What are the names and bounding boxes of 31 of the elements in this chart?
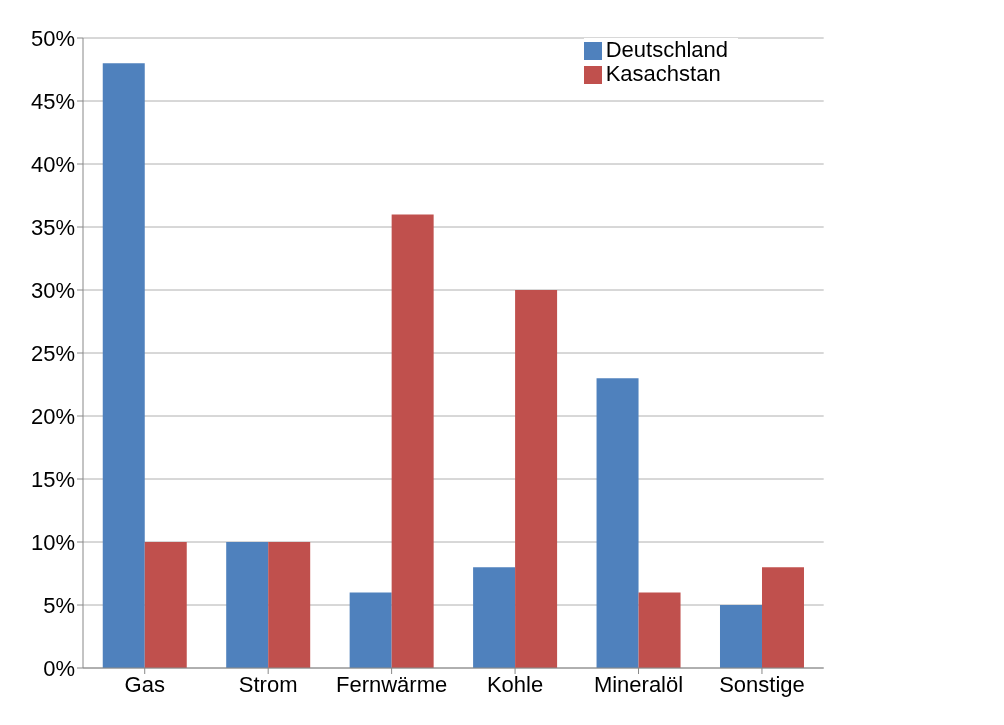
y-tick-label: 50% <box>30 25 75 51</box>
y-tick-label: 20% <box>30 403 75 429</box>
y-tick-label: 10% <box>30 529 75 555</box>
bar <box>349 592 392 668</box>
y-tick-label: 25% <box>30 340 75 366</box>
y-tick-label: 5% <box>43 592 75 618</box>
legend-label: Kasachstan <box>605 61 721 86</box>
y-tick-label: 0% <box>43 655 75 681</box>
y-tick-label: 15% <box>30 466 75 492</box>
x-tick-label: Kohle <box>486 671 544 697</box>
bar <box>596 378 639 668</box>
y-tick-label: 30% <box>30 277 75 303</box>
bar <box>761 567 804 668</box>
y-tick-label: 45% <box>30 88 75 114</box>
x-tick-label: Fernwärme <box>335 671 448 697</box>
x-tick-label: Mineralöl <box>593 671 684 697</box>
x-tick-label: Strom <box>238 671 298 697</box>
bar <box>391 214 434 668</box>
bar <box>719 605 762 668</box>
legend-label: Deutschland <box>605 37 728 62</box>
bar <box>144 542 187 668</box>
x-tick-label: Sonstige <box>719 671 805 697</box>
y-tick-label: 35% <box>30 214 75 240</box>
bar <box>226 542 269 668</box>
y-tick-label: 40% <box>30 151 75 177</box>
bar <box>102 63 145 668</box>
bar <box>638 592 681 668</box>
bar <box>268 542 311 668</box>
x-tick-label: Gas <box>124 671 165 697</box>
bar <box>473 567 516 668</box>
bar <box>515 290 558 668</box>
